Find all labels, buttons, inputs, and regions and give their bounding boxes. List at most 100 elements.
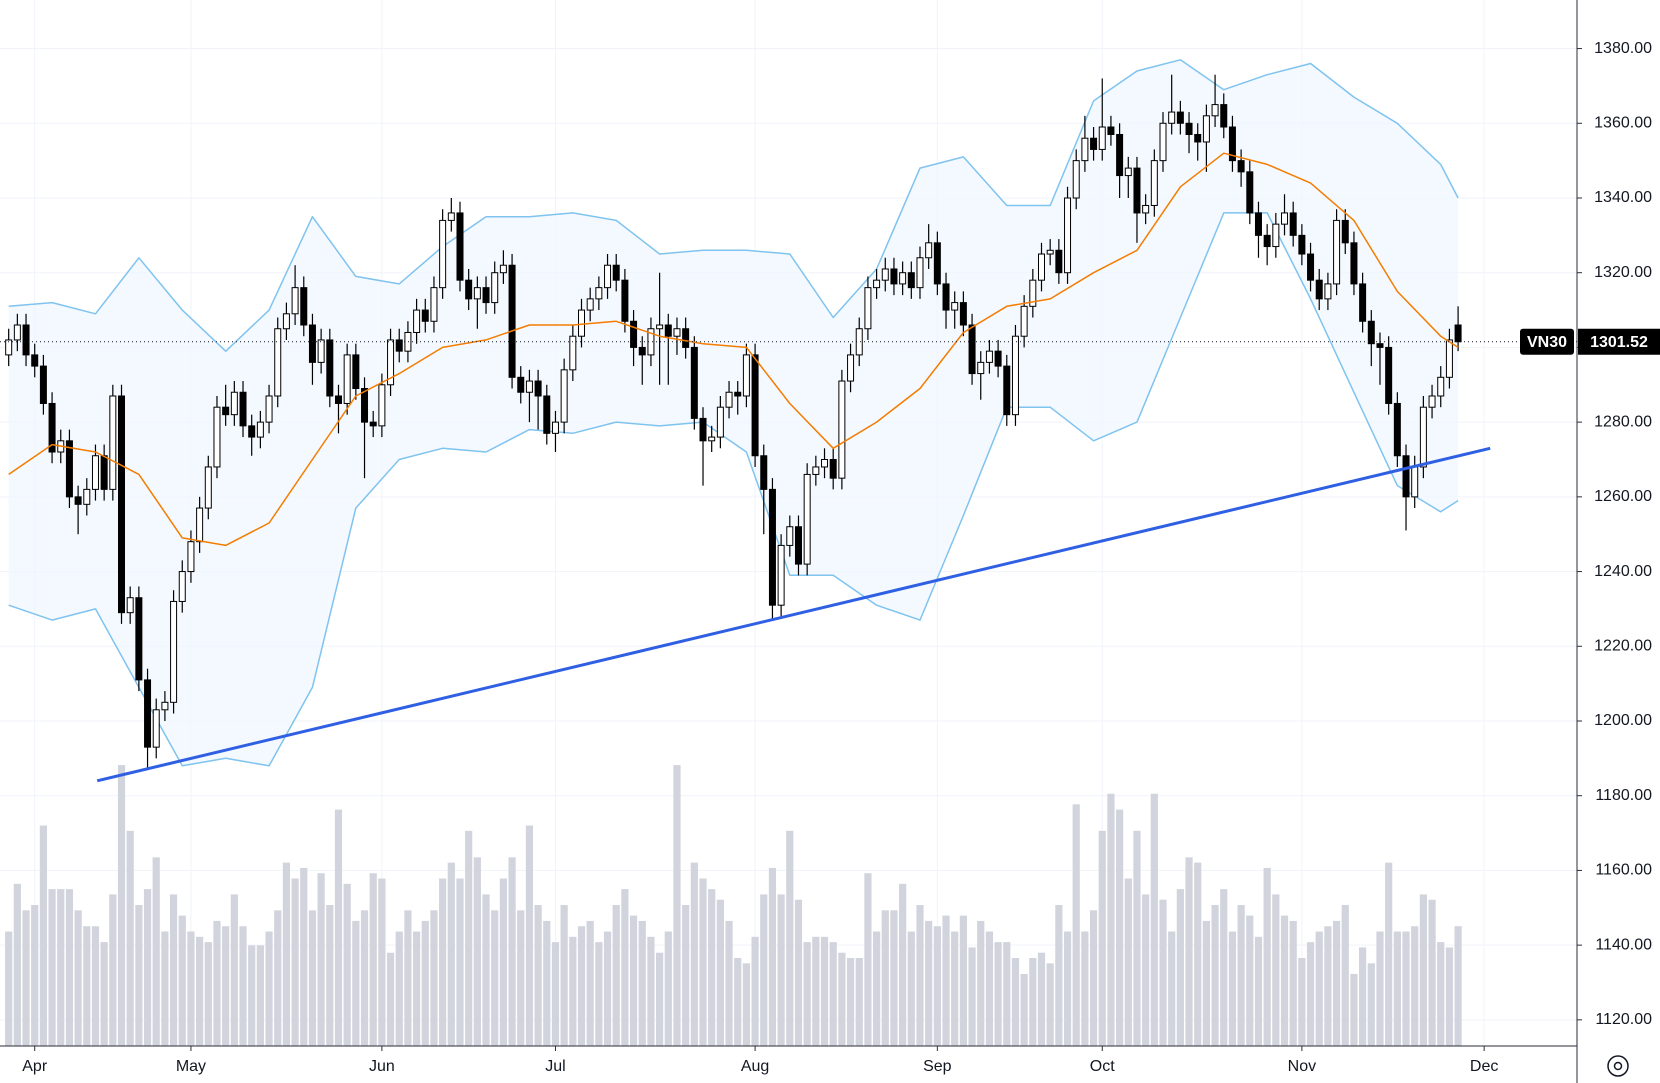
volume-bar — [1011, 958, 1020, 1046]
y-tick-label: 1340.00 — [1594, 189, 1652, 206]
volume-bar — [951, 931, 959, 1046]
settings-icon-ring — [1607, 1055, 1629, 1077]
volume-bar — [933, 926, 941, 1046]
candle-body — [1437, 376, 1445, 397]
x-tick-label: Nov — [1288, 1058, 1316, 1075]
volume-bar — [916, 905, 924, 1046]
candle-body — [1011, 335, 1019, 416]
volume-bar — [621, 889, 629, 1046]
candle-body — [985, 350, 993, 363]
volume-bar — [1063, 931, 1072, 1046]
volume-bar — [369, 873, 377, 1046]
volume-bar — [716, 899, 724, 1046]
symbol-badge — [1520, 328, 1574, 355]
last-price-badge — [1578, 328, 1660, 355]
candle-body — [482, 287, 490, 304]
candle-body — [1168, 111, 1176, 124]
y-tick-label: 1120.00 — [1595, 1011, 1652, 1028]
volume-bar — [1385, 862, 1393, 1046]
candle-body — [421, 309, 429, 322]
volume-bar — [491, 910, 499, 1046]
volume-bar — [1185, 857, 1193, 1046]
candle-body — [1341, 219, 1349, 244]
volume-bar — [872, 931, 881, 1046]
candle-body — [282, 313, 290, 330]
upper-band — [8, 59, 1459, 352]
volume-bar — [742, 963, 751, 1046]
volume-bar — [482, 894, 490, 1046]
candle-body — [569, 335, 577, 371]
volume-bar — [899, 883, 907, 1046]
volume-bar — [1142, 894, 1150, 1046]
candle-body — [812, 466, 820, 475]
candle-body — [118, 395, 126, 614]
volume-bar — [638, 920, 646, 1046]
volume-bar — [1419, 894, 1427, 1046]
y-tick-label: 1320.00 — [1594, 264, 1652, 281]
candle-body — [239, 391, 247, 427]
volume-bar — [1411, 926, 1419, 1046]
candle-body — [716, 406, 724, 438]
volume-bar — [1055, 905, 1063, 1046]
candle-body — [1176, 111, 1184, 124]
volume-bar — [508, 857, 516, 1046]
y-tick-label: 1160.00 — [1595, 862, 1652, 879]
volume-bar — [91, 926, 100, 1046]
volume-bar — [100, 942, 108, 1046]
volume-bar — [178, 915, 186, 1046]
volume-bar — [768, 867, 777, 1046]
candle-body — [1376, 343, 1384, 348]
candle-body — [1020, 305, 1028, 337]
volume-bar — [786, 830, 794, 1046]
volume-bar — [803, 942, 811, 1046]
x-tick-label: Jul — [545, 1058, 565, 1075]
volume-bar — [1359, 947, 1367, 1046]
volume-bar — [1133, 830, 1141, 1046]
volume-bar — [473, 857, 481, 1046]
candle-body — [1228, 126, 1236, 162]
candle-body — [1359, 283, 1367, 322]
volume-bar — [1089, 910, 1098, 1046]
candle-body — [959, 302, 967, 326]
volume-bar — [577, 926, 586, 1046]
y-tick-label: 1280.00 — [1594, 413, 1652, 430]
candle-body — [508, 264, 516, 378]
candle-body — [1281, 212, 1289, 225]
candle-body — [873, 279, 881, 289]
volume-bar — [959, 915, 967, 1046]
candle-body — [1185, 122, 1193, 135]
y-tick-label: 1180.00 — [1595, 787, 1652, 804]
volume-bar — [222, 926, 230, 1046]
candle-body — [1307, 253, 1315, 281]
volume-bar — [48, 889, 56, 1046]
candle-body — [586, 298, 594, 311]
candle-body — [213, 406, 221, 468]
candle-body — [612, 264, 620, 281]
y-tick-label: 1380.00 — [1594, 40, 1652, 57]
candle-body — [31, 354, 39, 367]
volume-bar — [586, 920, 594, 1046]
candle-body — [794, 526, 802, 565]
volume-bar — [629, 915, 638, 1046]
candle-body — [638, 346, 646, 356]
volume-bar — [83, 926, 91, 1046]
volume-bar — [777, 894, 785, 1046]
candle-body — [1419, 406, 1427, 468]
volume-bar — [1124, 878, 1132, 1046]
volume-bar — [595, 942, 603, 1046]
volume-bar — [230, 894, 238, 1046]
candle-body — [968, 324, 976, 375]
candle-body — [847, 354, 855, 382]
candle-body — [1445, 339, 1453, 378]
volume-bar — [1237, 905, 1245, 1046]
settings-icon[interactable] — [1607, 1055, 1629, 1077]
candle-body — [803, 473, 811, 565]
candle-body — [109, 395, 117, 490]
candle-body — [1402, 455, 1410, 498]
volume-bar — [13, 883, 21, 1046]
candle-body — [1029, 279, 1037, 307]
volume-bar — [1280, 915, 1289, 1046]
candle-body — [907, 272, 915, 289]
volume-bar — [734, 958, 742, 1046]
volume-bar — [1263, 867, 1271, 1046]
